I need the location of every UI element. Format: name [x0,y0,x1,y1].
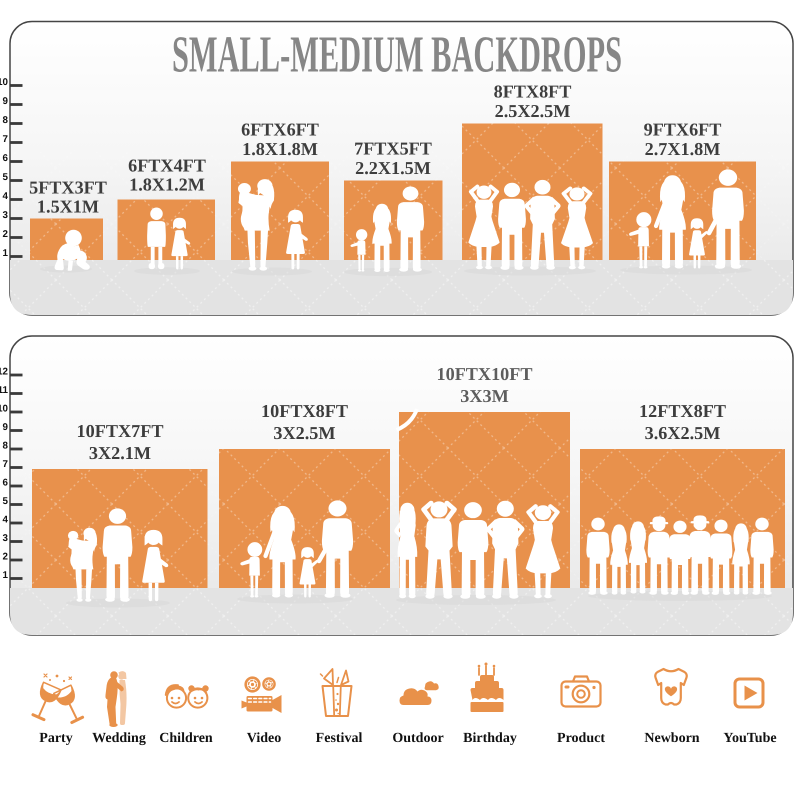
svg-text:2.5X2.5M: 2.5X2.5M [495,101,571,121]
svg-text:3X2.1M: 3X2.1M [89,443,151,463]
svg-text:12FTX8FT: 12FTX8FT [639,401,726,421]
svg-text:1: 1 [3,570,9,581]
svg-text:Wedding: Wedding [92,731,146,746]
svg-text:10FTX7FT: 10FTX7FT [77,421,164,441]
svg-text:1.8X1.8M: 1.8X1.8M [242,139,318,159]
svg-text:9: 9 [3,422,9,433]
svg-text:2: 2 [3,552,9,563]
svg-text:3X2.5M: 3X2.5M [273,423,335,443]
svg-text:1: 1 [3,248,9,259]
svg-text:3.6X2.5M: 3.6X2.5M [645,423,721,443]
svg-text:9FTX6FT: 9FTX6FT [644,120,722,140]
svg-text:4: 4 [3,191,9,202]
svg-text:8: 8 [3,115,9,126]
svg-text:2.7X1.8M: 2.7X1.8M [645,139,721,159]
svg-text:7FTX5FT: 7FTX5FT [354,139,432,159]
svg-text:Festival: Festival [316,731,363,746]
svg-text:10: 10 [0,77,9,88]
svg-text:8: 8 [3,441,9,452]
svg-text:6FTX6FT: 6FTX6FT [241,120,319,140]
svg-text:2: 2 [3,229,9,240]
svg-text:Newborn: Newborn [644,731,699,746]
svg-text:Video: Video [247,731,281,746]
svg-text:1.5X1M: 1.5X1M [37,197,99,217]
svg-text:10FTX10FT: 10FTX10FT [437,364,533,384]
svg-text:12: 12 [0,367,9,378]
svg-text:7: 7 [3,459,9,470]
svg-text:Children: Children [159,731,213,746]
svg-text:5: 5 [3,496,9,507]
svg-text:10FTX8FT: 10FTX8FT [261,401,348,421]
svg-text:SMALL-MEDIUM BACKDROPS: SMALL-MEDIUM BACKDROPS [172,27,622,84]
svg-text:1.8X1.2M: 1.8X1.2M [129,175,205,195]
svg-text:6: 6 [3,478,9,489]
svg-text:8FTX8FT: 8FTX8FT [494,82,572,102]
svg-text:3X3M: 3X3M [460,386,509,406]
svg-text:4: 4 [3,515,9,526]
svg-text:6FTX4FT: 6FTX4FT [128,156,206,176]
svg-text:7: 7 [3,134,9,145]
svg-text:5: 5 [3,172,9,183]
svg-text:Outdoor: Outdoor [392,731,443,746]
svg-text:5FTX3FT: 5FTX3FT [29,178,107,198]
svg-text:YouTube: YouTube [723,731,776,746]
svg-text:10: 10 [0,404,9,415]
svg-text:3: 3 [3,210,9,221]
svg-text:Birthday: Birthday [463,731,517,746]
svg-text:Party: Party [39,731,72,746]
svg-text:6: 6 [3,153,9,164]
svg-text:Product: Product [557,731,605,746]
svg-text:11: 11 [0,385,9,396]
svg-text:9: 9 [3,96,9,107]
svg-text:3: 3 [3,533,9,544]
svg-text:2.2X1.5M: 2.2X1.5M [355,158,431,178]
